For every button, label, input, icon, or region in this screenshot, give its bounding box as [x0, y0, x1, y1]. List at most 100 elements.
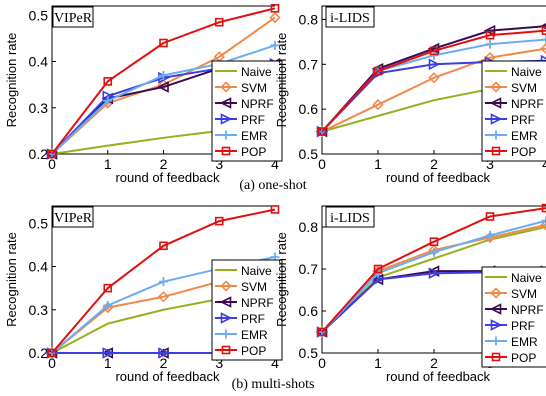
chart4-series-naive-line	[321, 226, 546, 333]
chart1-legend-entry-pop-marker	[221, 146, 231, 156]
chart1-legend-entry-naive: Naive	[215, 65, 272, 79]
chart1: 0.2 0.3 0.4 0.5 0 1 2 3 4 round of feedback Recogn…	[4, 4, 283, 185]
chart1-series-svm-point	[269, 11, 281, 24]
chart4-legend-box	[481, 266, 546, 368]
chart3-ytick-label: 0.2	[29, 345, 49, 361]
chart1-legend-entry-emr: EMR	[215, 129, 268, 143]
chart3-series-pop-point	[103, 283, 113, 293]
chart3-legend-entry-prf-marker	[220, 312, 233, 324]
chart2-legend-entry-pop: POP	[485, 145, 536, 159]
chart4-legend-entry-emr: EMR	[485, 335, 538, 349]
chart3-series-pop	[47, 205, 280, 358]
chart2-legend-entry-emr: EMR	[485, 129, 538, 143]
chart4-series-emr-point	[541, 216, 546, 226]
chart4-ytick-label: 0.8	[299, 219, 319, 235]
chart4-series-pop-point	[485, 212, 495, 221]
chart1-legend-entry-naive-label: Naive	[241, 65, 272, 79]
chart3-xtick-label: 3	[215, 355, 223, 371]
chart4-xtick-label: 1	[374, 355, 382, 371]
chart2-ytick-label: 0.8	[299, 11, 319, 27]
chart3-xtick-label: 2	[160, 355, 168, 371]
chart2-xlabel: round of feedback	[386, 170, 491, 185]
chart1-ylabel: Recognition rate	[4, 33, 19, 128]
chart1-series-pop-point	[103, 77, 113, 86]
chart1-ytick-label: 0.4	[29, 54, 49, 70]
chart1-legend-entry-nprf-marker	[219, 97, 232, 109]
chart3-legend-entry-prf-label: PRF	[241, 312, 265, 326]
chart2-series-prf-point	[428, 58, 441, 71]
chart1-legend-box	[211, 60, 283, 162]
chart2-series-pop-point	[541, 26, 546, 35]
chart4-series-pop-line	[321, 207, 546, 333]
chart2-ytick-label: 0.6	[299, 101, 319, 117]
chart3-series-prf-point	[102, 347, 115, 359]
chart3-series-pop-point	[159, 241, 168, 251]
caption-one-shot: (a) one-shot	[239, 178, 307, 193]
chart1-series-nprf-point	[157, 81, 169, 93]
chart3-legend-entry-pop-label: POP	[241, 344, 266, 358]
chart4-legend-entry-emr-marker	[491, 336, 501, 346]
chart2-legend-entry-naive: Naive	[485, 65, 542, 79]
chart1-xtick-label: 1	[104, 156, 112, 172]
chart4-legend-entry-nprf-marker	[489, 303, 502, 315]
chart1-legend-entry-emr-marker	[221, 130, 231, 140]
chart4-xtick-label: 2	[430, 355, 438, 371]
chart3-legend-entry-pop: POP	[215, 344, 266, 358]
chart4-ytick-label: 0.7	[299, 261, 319, 277]
chart1-xlabel: round of feedback	[115, 170, 220, 185]
chart2-legend: Naive SVM NPRF PRF EMR POP	[481, 60, 546, 162]
chart2-series-pop-point	[485, 30, 495, 40]
chart4-legend-entry-pop-label: POP	[511, 351, 536, 365]
chart1-legend-entry-svm: SVM	[215, 81, 267, 95]
chart3-legend-entry-naive-label: Naive	[241, 264, 272, 278]
chart2-series-emr-point	[429, 50, 439, 60]
chart2-legend-entry-prf-marker	[490, 113, 503, 125]
chart3-series-pop-line	[51, 208, 276, 354]
chart2-legend-entry-emr-marker	[491, 130, 501, 140]
chart4-xlabel: round of feedback	[386, 369, 491, 384]
chart1-legend-entry-prf: PRF	[215, 113, 265, 127]
chart4-legend-entry-svm-marker	[490, 287, 502, 299]
chart1-title-box	[52, 6, 94, 28]
chart3-series-emr-point	[103, 300, 113, 310]
chart4-series-emr-point	[429, 247, 439, 257]
chart3-title-box	[52, 206, 94, 228]
caption-multi-shots: (b) multi-shots	[231, 377, 315, 392]
chart1-legend-entry-svm-marker	[220, 81, 232, 93]
chart2-ytick-label: 0.7	[299, 56, 319, 72]
chart2-xtick-label: 1	[374, 156, 382, 172]
chart3-legend-entry-pop-marker	[221, 345, 231, 355]
chart4-ytick-label: 0.5	[299, 345, 319, 361]
chart1-legend-entry-prf-label: PRF	[241, 113, 265, 127]
chart2-series-svm-point	[372, 99, 384, 111]
chart2-legend-box	[481, 60, 546, 162]
chart1-series-emr-point	[103, 96, 113, 106]
chart1-series-pop-point	[214, 17, 224, 27]
chart3-ytick-label: 0.5	[29, 215, 49, 231]
chart2-legend-entry-nprf-label: NPRF	[511, 97, 544, 111]
chart3-legend-entry-emr: EMR	[215, 328, 268, 342]
chart4-legend-entry-nprf-label: NPRF	[511, 303, 544, 317]
chart1-series-pop-point	[270, 4, 280, 13]
chart2-series-pop-point	[317, 127, 327, 136]
chart2-title: i-LIDS	[330, 11, 370, 26]
chart3-legend-entry-svm-label: SVM	[241, 280, 267, 294]
chart1-legend-entry-nprf-label: NPRF	[241, 97, 274, 111]
chart4-legend: Naive SVM NPRF PRF EMR POP	[481, 266, 546, 368]
chart2-legend-entry-pop-marker	[491, 146, 501, 156]
chart2-series-pop-line	[321, 29, 546, 133]
chart3-series-pop-point	[214, 216, 224, 226]
chart1-ytick-label: 0.5	[29, 7, 49, 23]
chart4-series-pop	[317, 203, 546, 337]
chart3-series-pop-point	[270, 205, 280, 214]
chart2-series-emr-point	[541, 35, 546, 45]
chart3-legend-box	[211, 259, 283, 361]
chart1-legend-entry-emr-label: EMR	[241, 129, 268, 143]
chart1-legend: Naive SVM NPRF PRF EMR POP	[211, 60, 283, 162]
chart4-legend-entry-svm-label: SVM	[511, 287, 537, 301]
chart4-legend-entry-prf-label: PRF	[511, 319, 535, 333]
chart2-series-emr-point	[485, 39, 495, 49]
chart2-series-nprf-point	[483, 24, 496, 37]
chart4-legend-entry-emr-label: EMR	[511, 335, 538, 349]
